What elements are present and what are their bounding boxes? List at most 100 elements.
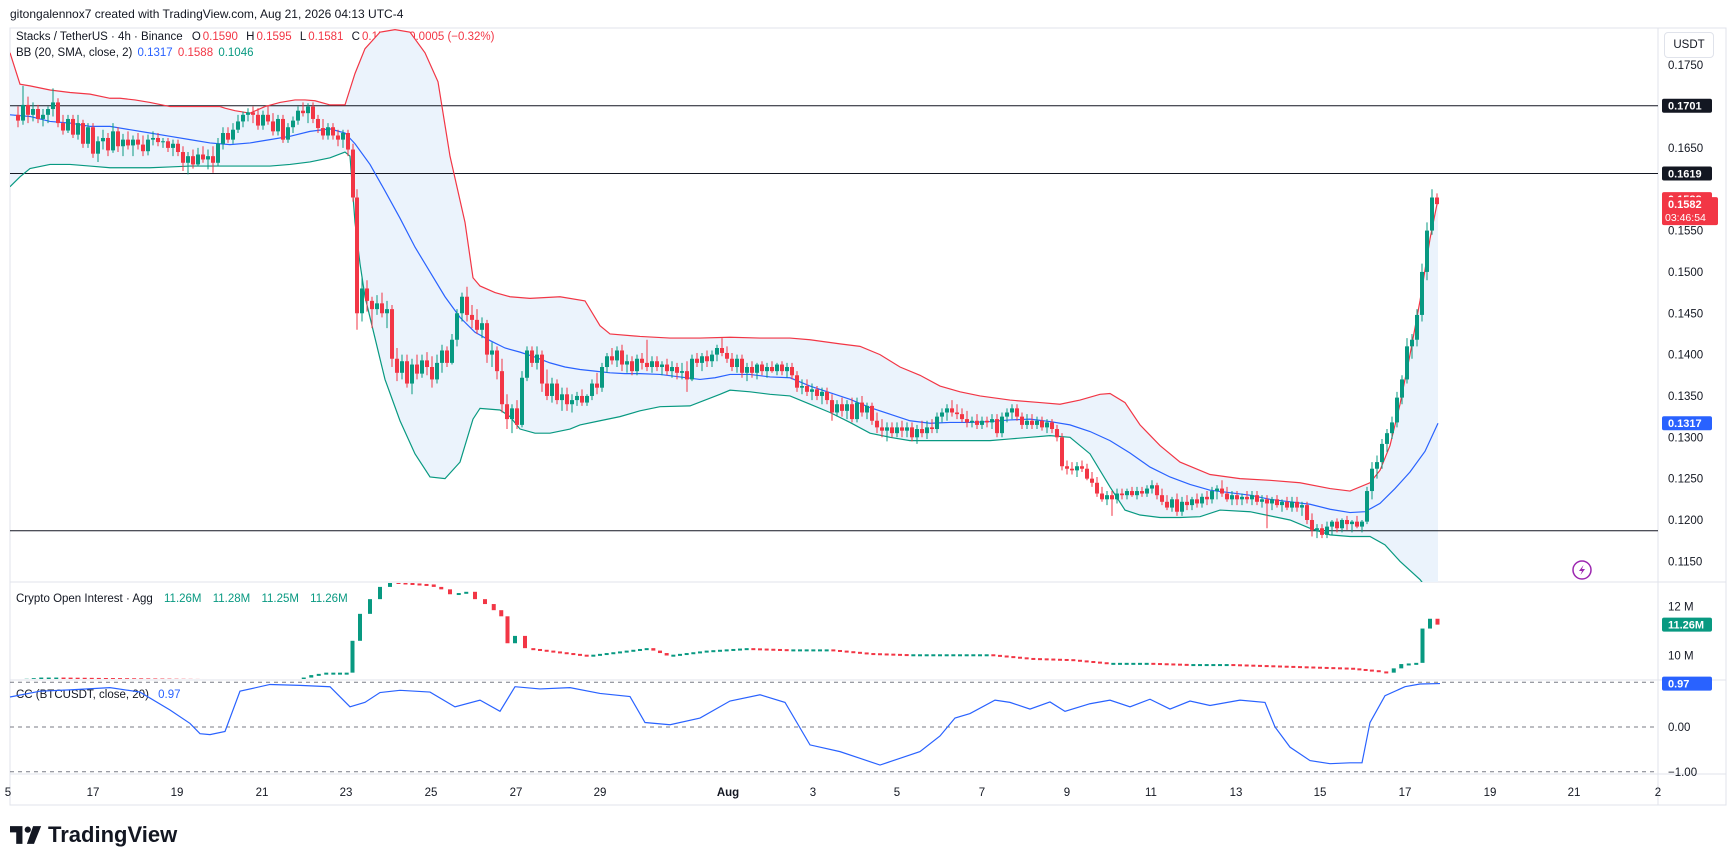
candle	[166, 137, 170, 153]
cc-last-label-bg	[1662, 676, 1712, 691]
price-tick-label: 0.1400	[1668, 350, 1703, 362]
candle	[865, 402, 869, 420]
candle	[640, 352, 644, 370]
candle	[1260, 495, 1264, 508]
oi-bar	[103, 677, 108, 679]
candle-body	[126, 139, 130, 146]
candle	[66, 114, 70, 134]
candle-body	[1415, 314, 1419, 340]
oi-bar	[1004, 655, 1009, 658]
candle-body	[166, 141, 170, 148]
candle-body	[91, 127, 95, 154]
tradingview-logo[interactable]: TradingView	[10, 822, 177, 848]
candle-body	[51, 102, 55, 110]
candle-body	[775, 364, 779, 372]
candle-body	[1170, 499, 1174, 508]
candle	[520, 371, 524, 428]
candle-body	[136, 139, 140, 145]
candle	[1130, 486, 1134, 497]
candle-body	[1370, 468, 1374, 492]
candle-body	[725, 352, 729, 359]
candle-body	[750, 367, 754, 373]
candle-body	[121, 139, 125, 147]
candle	[1300, 501, 1304, 516]
candle-body	[176, 143, 180, 153]
time-tick-label: 11	[1145, 787, 1157, 799]
candle-body	[850, 404, 854, 420]
candle-body	[675, 367, 679, 373]
candle	[1225, 486, 1229, 502]
candle	[191, 149, 195, 169]
candle	[1380, 438, 1384, 469]
candle-body	[440, 350, 444, 363]
candle	[196, 147, 200, 167]
candle	[1135, 486, 1139, 500]
candle	[1050, 419, 1054, 434]
oi-bar	[558, 651, 562, 654]
candle-body	[1235, 495, 1239, 500]
candle	[845, 400, 849, 420]
candle	[860, 395, 864, 417]
oi-bar	[1091, 661, 1096, 664]
candle	[136, 133, 140, 150]
candle	[490, 342, 494, 368]
oi-bar	[1258, 664, 1262, 667]
candle	[870, 402, 874, 425]
candle	[51, 88, 55, 117]
price-label-level-top: 0.1701	[1668, 101, 1702, 113]
candle-body	[925, 427, 929, 434]
candle-body	[1195, 499, 1199, 504]
candle-body	[1340, 519, 1344, 529]
oi-bar	[964, 654, 969, 657]
candle	[550, 377, 554, 403]
candle	[850, 397, 854, 423]
oi-bar	[202, 678, 207, 679]
price-tick-label: 0.1650	[1668, 143, 1703, 155]
oi-bar	[931, 654, 936, 657]
candle	[1065, 460, 1069, 475]
candle	[1150, 480, 1154, 494]
candle-body	[1150, 485, 1154, 489]
candle	[585, 394, 589, 406]
candle	[1090, 472, 1094, 487]
candle	[131, 135, 135, 157]
candle	[306, 103, 310, 124]
candle	[830, 394, 834, 421]
candle	[680, 362, 684, 380]
candle	[271, 113, 275, 136]
candle	[1410, 333, 1414, 359]
oi-bar	[1420, 628, 1425, 663]
price-label-level-mid-bg	[1662, 166, 1712, 181]
candle	[96, 136, 100, 162]
candle-body	[635, 358, 639, 372]
cc-label: CC (BTCUSDT, close, 20)	[16, 689, 149, 701]
candle-body	[16, 114, 20, 121]
candle-body	[1085, 468, 1089, 479]
candle	[450, 333, 454, 365]
lightning-icon[interactable]	[1572, 560, 1592, 580]
candle	[915, 424, 919, 444]
candle-body	[760, 364, 764, 372]
candle	[121, 133, 125, 157]
candle-body	[1255, 495, 1259, 502]
candle	[525, 346, 529, 382]
oi-bar	[1158, 663, 1162, 666]
candle	[620, 344, 624, 372]
currency-button[interactable]: USDT	[1664, 32, 1714, 58]
candle	[1070, 462, 1074, 475]
candle-body	[955, 412, 959, 415]
candle-body	[665, 364, 669, 372]
oi-bar	[951, 654, 956, 657]
candle	[246, 108, 250, 122]
candle	[46, 106, 50, 124]
candle-body	[1135, 491, 1139, 496]
candle	[395, 347, 399, 382]
oi-bar	[858, 651, 862, 654]
candle	[146, 134, 150, 156]
oi-bar	[564, 652, 569, 655]
candle-body	[915, 429, 919, 438]
oi-bar	[1151, 662, 1156, 665]
candle-body	[745, 367, 749, 373]
oi-bar	[153, 678, 158, 679]
